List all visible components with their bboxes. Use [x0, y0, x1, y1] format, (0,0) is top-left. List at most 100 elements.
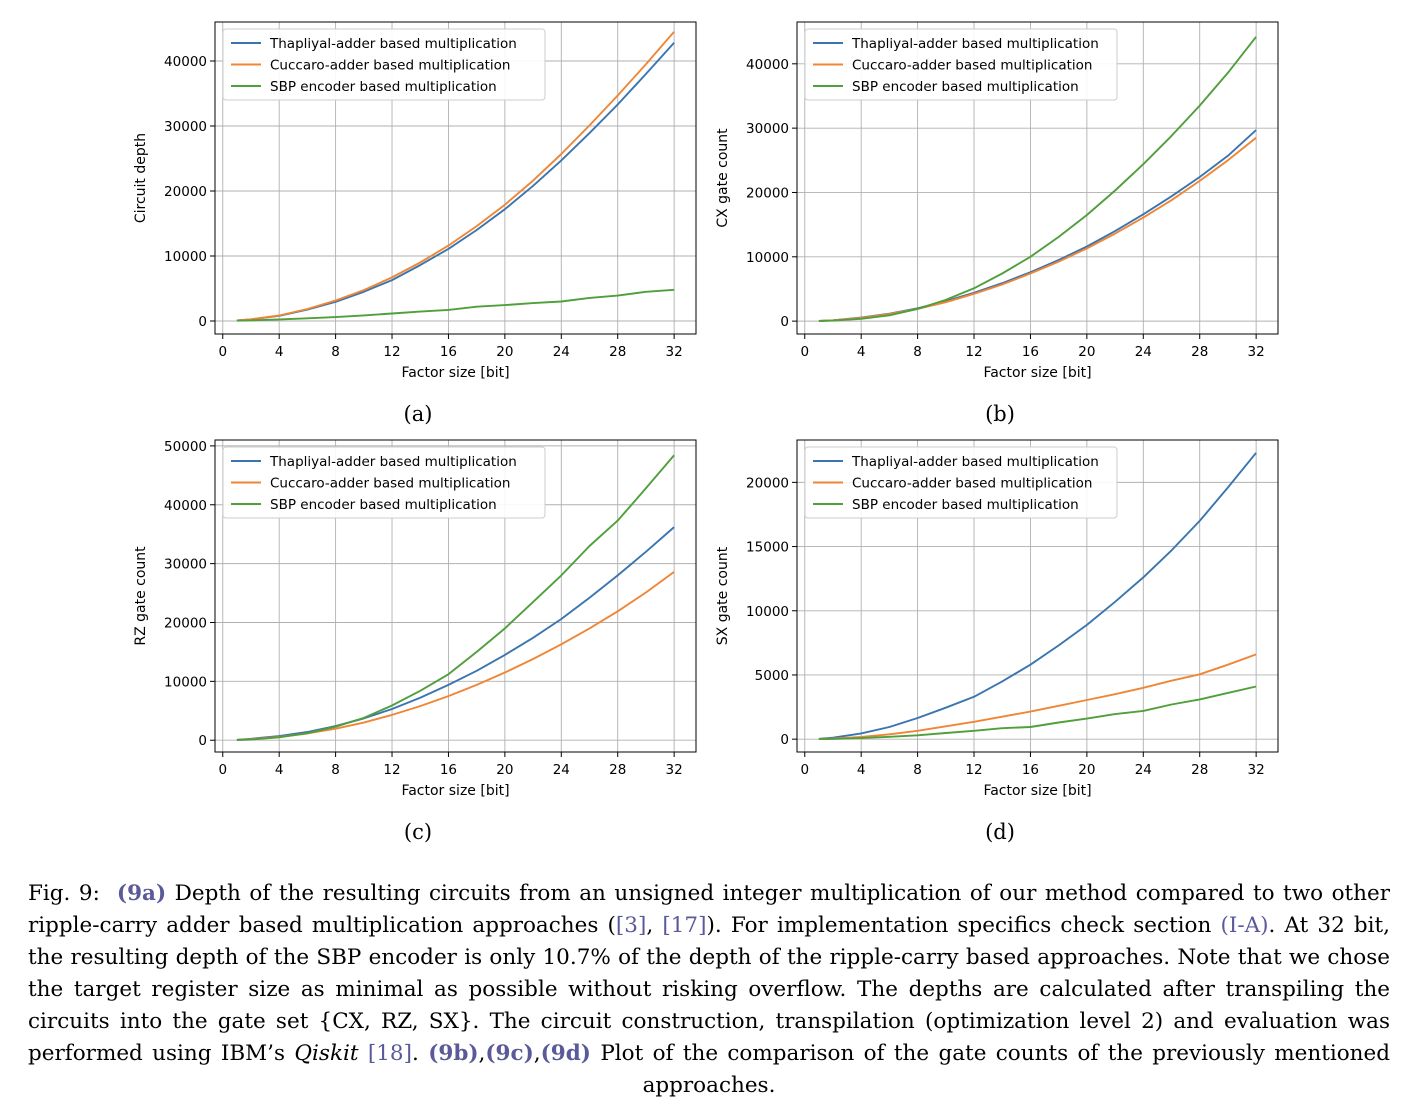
- sublabel-c: (c): [403, 820, 433, 844]
- caption-ref-17[interactable]: [17]: [662, 913, 707, 938]
- legend-box: [804, 28, 1118, 101]
- series-line-blue: [236, 526, 675, 741]
- caption-text-3: . At 32 bit, the resulting depth of the …: [28, 913, 1390, 1066]
- x-tick-label: 24: [553, 344, 570, 360]
- chart-a: 0 4 8 12 16 20 24 28 32 0 10000 20000 30000 40000 Fact…: [133, 21, 697, 381]
- y-tick-label: 0: [780, 314, 789, 330]
- caption-text-1: Depth of the resulting circuits from an …: [28, 881, 1391, 938]
- x-tick-label: 4: [275, 762, 284, 778]
- caption-ref-9c[interactable]: (9c): [485, 1041, 534, 1066]
- y-tick-label: 30000: [164, 557, 207, 573]
- caption-text-4: [359, 1041, 368, 1066]
- caption-ref-9d[interactable]: (9d): [540, 1041, 591, 1066]
- y-tick-label: 10000: [746, 250, 789, 266]
- caption-fig-label: Fig. 9:: [28, 881, 100, 906]
- y-tick-label: 40000: [746, 57, 789, 73]
- x-tick-label: 8: [913, 344, 922, 360]
- caption-sep-3: ,: [533, 1041, 541, 1066]
- x-tick-label: 8: [913, 762, 922, 778]
- caption-ref-9b[interactable]: (9b): [428, 1041, 479, 1066]
- caption-sep-2: ,: [478, 1041, 486, 1066]
- panel-a: 0 4 8 12 16 20 24 28 32 0 10000 20000 30000 40000 Fact…: [0, 0, 700, 400]
- caption-ref-3[interactable]: [3]: [615, 913, 647, 938]
- x-tick-label: 0: [800, 344, 809, 360]
- x-tick-label: 32: [1248, 344, 1265, 360]
- caption-text-5: .: [412, 1041, 429, 1066]
- y-tick-label: 10000: [164, 674, 207, 690]
- legend-label: Cuccaro-adder based multiplication: [270, 58, 510, 74]
- caption-ref-9a[interactable]: (9a): [116, 881, 167, 906]
- x-tick-label: 24: [553, 762, 570, 778]
- panel-d: 0 4 8 12 16 20 24 28 32 0 5000 10000 15000 20000 Facto…: [700, 420, 1400, 820]
- x-tick-label: 0: [800, 762, 809, 778]
- x-tick-label: 20: [496, 762, 513, 778]
- legend-label: SBP encoder based multiplication: [270, 79, 497, 95]
- sublabel-d: (d): [985, 820, 1015, 844]
- x-tick-label: 16: [440, 344, 457, 360]
- y-tick-label: 30000: [164, 119, 207, 135]
- legend-label: Thapliyal-adder based multiplication: [851, 454, 1099, 470]
- y-tick-label: 10000: [164, 249, 207, 265]
- x-axis-label: Factor size [bit]: [983, 783, 1091, 799]
- x-tick-label: 16: [1022, 344, 1039, 360]
- y-tick-label: 20000: [746, 185, 789, 201]
- y-axis-label: Circuit depth: [133, 133, 149, 223]
- panel-c: 0 4 8 12 16 20 24 28 32 0 10000 20000 30000 40000 5000…: [0, 420, 700, 820]
- legend-label: Cuccaro-adder based multiplication: [852, 476, 1092, 492]
- sublabel-b: (b): [985, 402, 1015, 426]
- legend-label: Thapliyal-adder based multiplication: [269, 36, 517, 52]
- plot-frame: [214, 439, 697, 753]
- panel-b: 0 4 8 12 16 20 24 28 32 0 10000 20000 30000 40000 Fact…: [700, 0, 1400, 400]
- sublabel-a: (a): [403, 402, 433, 426]
- y-axis-label: CX gate count: [715, 128, 731, 228]
- x-tick-label: 8: [331, 344, 340, 360]
- legend-label: SBP encoder based multiplication: [852, 79, 1079, 95]
- legend: Thapliyal-adder based multiplication Cucc…: [222, 446, 546, 519]
- legend-label: SBP encoder based multiplication: [852, 497, 1079, 513]
- series-line-orange: [236, 571, 675, 741]
- legend: Thapliyal-adder based multiplication Cucc…: [804, 28, 1118, 101]
- y-tick-label: 50000: [164, 439, 207, 455]
- series-line-orange: [236, 31, 675, 322]
- x-tick-label: 32: [666, 344, 683, 360]
- x-tick-label: 28: [1191, 344, 1208, 360]
- x-tick-label: 24: [1135, 762, 1152, 778]
- y-tick-label: 40000: [164, 498, 207, 514]
- y-tick-label: 30000: [746, 121, 789, 137]
- caption-text-6: Plot of the comparison of the gate count…: [590, 1041, 1390, 1098]
- x-tick-label: 0: [218, 762, 227, 778]
- caption-text-2: ). For implementation specifics check se…: [706, 913, 1221, 938]
- caption-qiskit: Qiskit: [294, 1041, 359, 1066]
- legend-box: [222, 28, 546, 101]
- caption-ref-ia[interactable]: (I-A): [1220, 913, 1269, 938]
- x-tick-label: 32: [666, 762, 683, 778]
- y-tick-label: 20000: [164, 615, 207, 631]
- caption-ref-18[interactable]: [18]: [367, 1041, 412, 1066]
- x-tick-label: 20: [496, 344, 513, 360]
- x-tick-label: 8: [331, 762, 340, 778]
- x-axis-label: Factor size [bit]: [401, 783, 509, 799]
- y-tick-label: 20000: [746, 475, 789, 491]
- x-tick-label: 12: [965, 344, 982, 360]
- series-line-blue: [818, 452, 1257, 740]
- legend-label: SBP encoder based multiplication: [270, 497, 497, 513]
- x-tick-label: 28: [609, 344, 626, 360]
- x-tick-label: 32: [1248, 762, 1265, 778]
- x-axis-label: Factor size [bit]: [983, 365, 1091, 381]
- caption-sep-1: ,: [646, 913, 663, 938]
- x-tick-label: 16: [1022, 762, 1039, 778]
- y-tick-label: 10000: [746, 604, 789, 620]
- legend: Thapliyal-adder based multiplication Cucc…: [804, 446, 1118, 519]
- x-tick-label: 12: [383, 344, 400, 360]
- x-tick-label: 16: [440, 762, 457, 778]
- y-tick-label: 0: [198, 314, 207, 330]
- x-tick-label: 4: [275, 344, 284, 360]
- series-line-green: [236, 454, 675, 741]
- x-tick-label: 24: [1135, 344, 1152, 360]
- x-tick-label: 4: [857, 344, 866, 360]
- x-tick-label: 4: [857, 762, 866, 778]
- legend-label: Cuccaro-adder based multiplication: [852, 58, 1092, 74]
- chart-d: 0 4 8 12 16 20 24 28 32 0 5000 10000 15000 20000 Facto…: [715, 439, 1279, 799]
- legend-label: Thapliyal-adder based multiplication: [269, 454, 517, 470]
- series-line-orange: [818, 653, 1257, 740]
